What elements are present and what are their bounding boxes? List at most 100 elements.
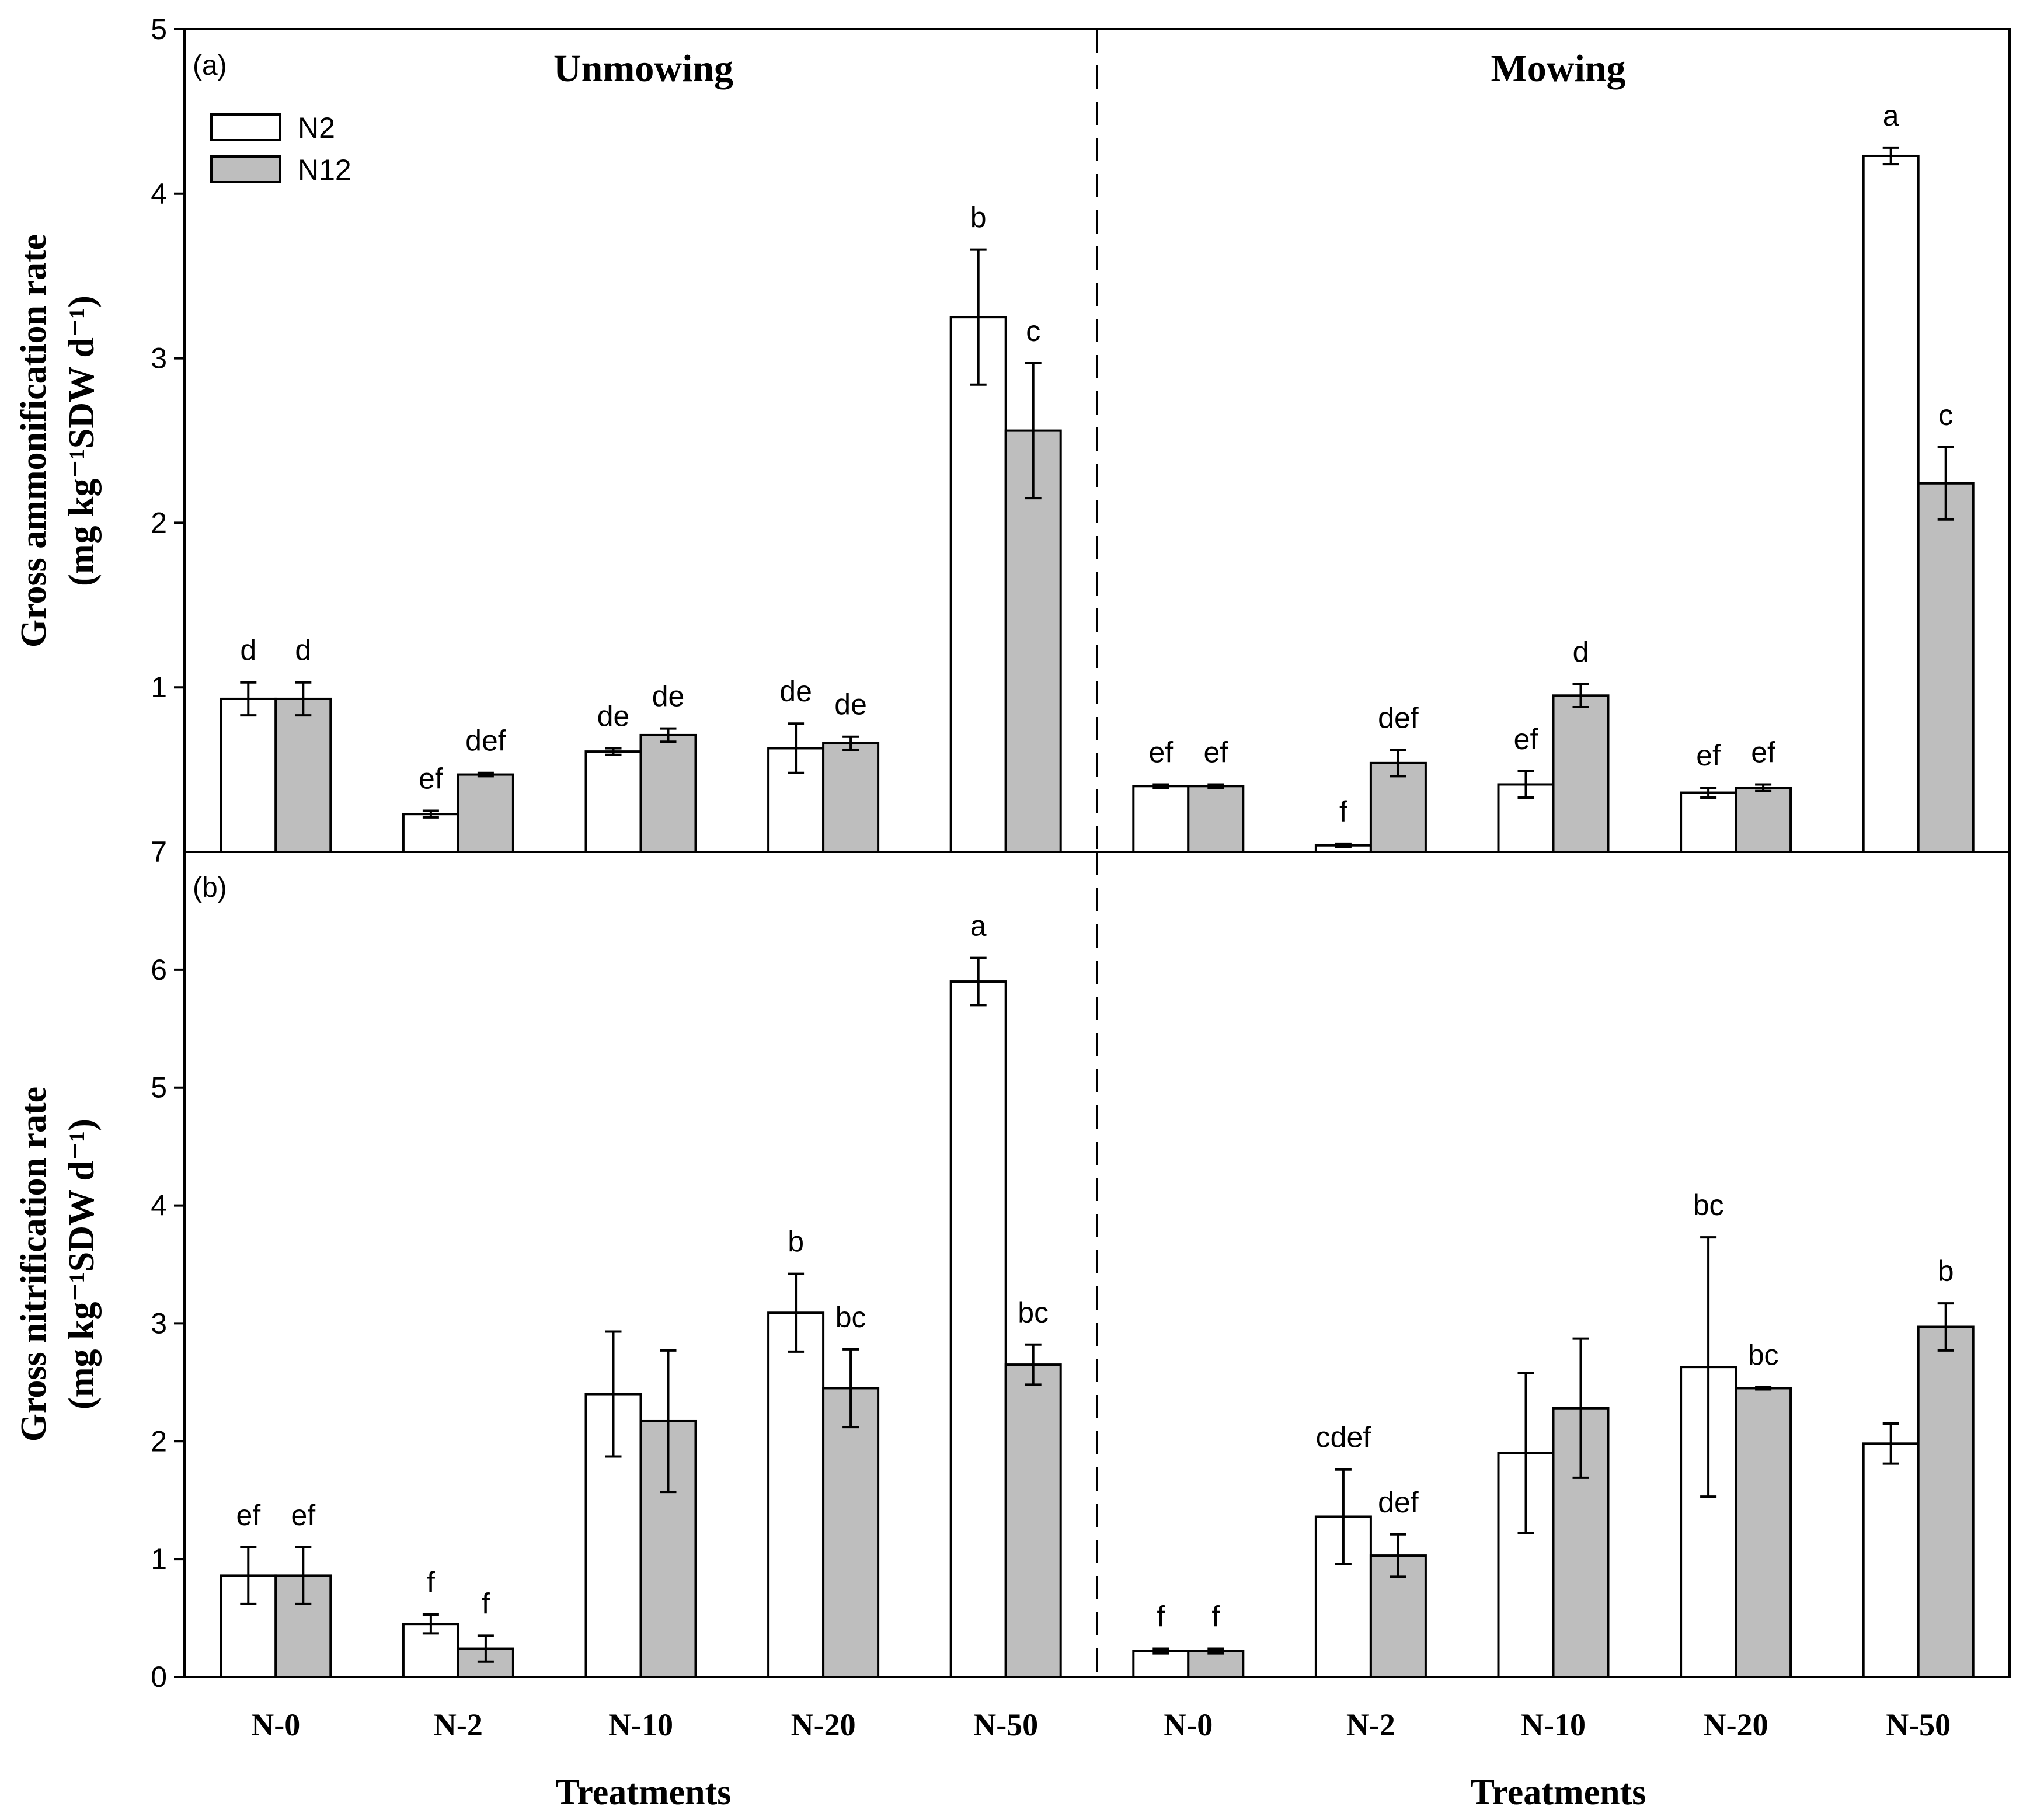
panel-a-bar-n12	[639, 733, 697, 853]
panel-b-ylabel-line2: (mg kg⁻¹SDW d⁻¹)	[62, 1119, 102, 1410]
panel-b-significance-letter: cdef	[1316, 1421, 1371, 1454]
panel-a-significance-letter: de	[834, 688, 867, 721]
x-tick-label: N-10	[1521, 1707, 1586, 1742]
panel-b-bar-n12	[1004, 1363, 1062, 1679]
x-tick-label: N-2	[1346, 1707, 1395, 1742]
panel-b-significance-letter: f	[482, 1587, 490, 1620]
panel-a-bottom-label: 7	[151, 836, 167, 868]
panel-a-significance-letter: f	[1339, 795, 1347, 828]
panel-a-bar-n2	[1680, 791, 1737, 853]
panel-b-significance-letter: b	[1938, 1255, 1954, 1287]
panel-a-ytick-label: 5	[151, 13, 167, 46]
panel-a-bar-n12	[1004, 429, 1062, 853]
panel-a-ylabel-line2: (mg kg⁻¹SDW d⁻¹)	[62, 295, 102, 586]
panel-a-significance-letter: a	[1883, 99, 1899, 132]
x-tick-label: N-10	[608, 1707, 673, 1742]
panel-b-bar-n12	[1735, 1387, 1792, 1678]
panel-a-significance-letter: d	[295, 634, 311, 667]
panel-a-bar-n12	[1187, 785, 1245, 854]
panel-b-ytick-label: 1	[151, 1543, 167, 1575]
legend-swatch-n12	[210, 155, 281, 183]
panel-a-bar-n12	[1735, 787, 1792, 854]
panel-b-ytick-label: 4	[151, 1189, 167, 1222]
panel-b-significance-letter: def	[1378, 1486, 1419, 1519]
panel-b-ylabel-line1: Gross nitrification rate	[14, 1087, 54, 1442]
panel-b-bar-n12	[1187, 1650, 1245, 1678]
panel-a-bar-n12	[457, 773, 514, 853]
panel-b-ytick-label: 6	[151, 954, 167, 986]
panel-b-bar-n2	[767, 1311, 825, 1679]
x-tick-label: N-50	[973, 1707, 1038, 1742]
panel-b-ytick-label: 2	[151, 1425, 167, 1457]
panel-a-bar-n12	[822, 742, 880, 853]
panel-a-significance-letter: ef	[1148, 736, 1173, 768]
legend-label-n2: N2	[298, 112, 335, 144]
panel-a-group-title-unmowing: Unmowing	[553, 47, 733, 90]
panel-b-significance-letter: f	[1211, 1600, 1220, 1633]
panel-a-significance-letter: d	[240, 634, 256, 667]
panel-b-significance-letter: bc	[1018, 1296, 1049, 1329]
panel-a-bar-n12	[274, 697, 332, 854]
x-tick-label: N-50	[1886, 1707, 1951, 1742]
x-tick-label: N-0	[251, 1707, 300, 1742]
panel-b-bar-n2	[949, 980, 1007, 1678]
panel-a-significance-letter: def	[1378, 701, 1419, 734]
panel-b-significance-letter: f	[427, 1566, 435, 1599]
panel-b-label: (b)	[193, 872, 227, 903]
legend-label-n12: N12	[298, 154, 351, 186]
x-tick-label: N-2	[434, 1707, 483, 1742]
panel-b-significance-letter: b	[788, 1226, 804, 1258]
panel-a-bar-n2	[402, 813, 459, 854]
panel-b-significance-letter: a	[970, 910, 987, 942]
x-tick-label: N-20	[791, 1707, 856, 1742]
panel-a-significance-letter: b	[970, 201, 987, 234]
panel-a-bar-n2	[1862, 154, 1920, 854]
panel-a-group-title-mowing: Mowing	[1491, 47, 1626, 90]
x-tick-label: N-0	[1164, 1707, 1213, 1742]
panel-a-significance-letter: c	[1026, 315, 1040, 347]
panel-b-ytick-label: 5	[151, 1071, 167, 1104]
panel-a-significance-letter: ef	[1514, 723, 1538, 756]
panel-a-label: (a)	[193, 50, 227, 81]
panel-a-significance-letter: de	[597, 700, 630, 732]
xlabel-unmowing: Treatments	[556, 1773, 732, 1812]
x-axis: Treatments Treatments N-0 N-2 N-10 N-20 N-50…	[251, 1707, 1951, 1812]
panel-a-bar-n12	[1917, 482, 1975, 853]
panel-b-bar-n2	[1132, 1650, 1190, 1678]
panel-b-significance-letter: f	[1157, 1600, 1165, 1633]
panel-a-significance-letter: c	[1938, 399, 1953, 431]
panel-a-significance-letter: ef	[419, 763, 443, 795]
panel-a-bar-n12	[1552, 694, 1610, 854]
xlabel-mowing: Treatments	[1471, 1773, 1646, 1812]
panel-a-significance-letter: de	[779, 675, 812, 708]
panel-b-significance-letter: bc	[835, 1301, 866, 1334]
panel-b-ytick-label: 3	[151, 1307, 167, 1339]
legend: N2 N12	[210, 112, 351, 186]
panel-a-ytick-label: 3	[151, 342, 167, 375]
panel-b-significance-letter: ef	[236, 1499, 260, 1532]
panel-a-significance-letter: def	[465, 725, 506, 757]
panel-a-bar-n2	[949, 316, 1007, 853]
panel-b-bar-n12	[822, 1387, 880, 1678]
panel-a-bar-n2	[220, 697, 277, 854]
legend-swatch-n2	[210, 113, 281, 141]
panel-b-bar-n12	[1917, 1325, 1975, 1679]
panel-b-significance-letter: ef	[291, 1499, 315, 1532]
panel-a-significance-letter: ef	[1203, 736, 1228, 768]
panel-b-ytick-label: 0	[151, 1661, 167, 1693]
x-tick-label: N-20	[1704, 1707, 1768, 1742]
panel-a-ytick-label: 2	[151, 506, 167, 539]
panel-b-bar-n2	[1862, 1442, 1920, 1678]
panel-a-bar-n2	[584, 750, 642, 854]
panel-b-significance-letter: bc	[1748, 1338, 1779, 1371]
panel-a-yticks: 1 2 3 4 5 7	[151, 13, 184, 868]
panel-a-significance-letter: d	[1573, 636, 1589, 669]
panel-a-ytick-label: 4	[151, 178, 167, 210]
panel-a-significance-letter: ef	[1751, 736, 1775, 768]
panel-a-ytick-label: 1	[151, 671, 167, 704]
